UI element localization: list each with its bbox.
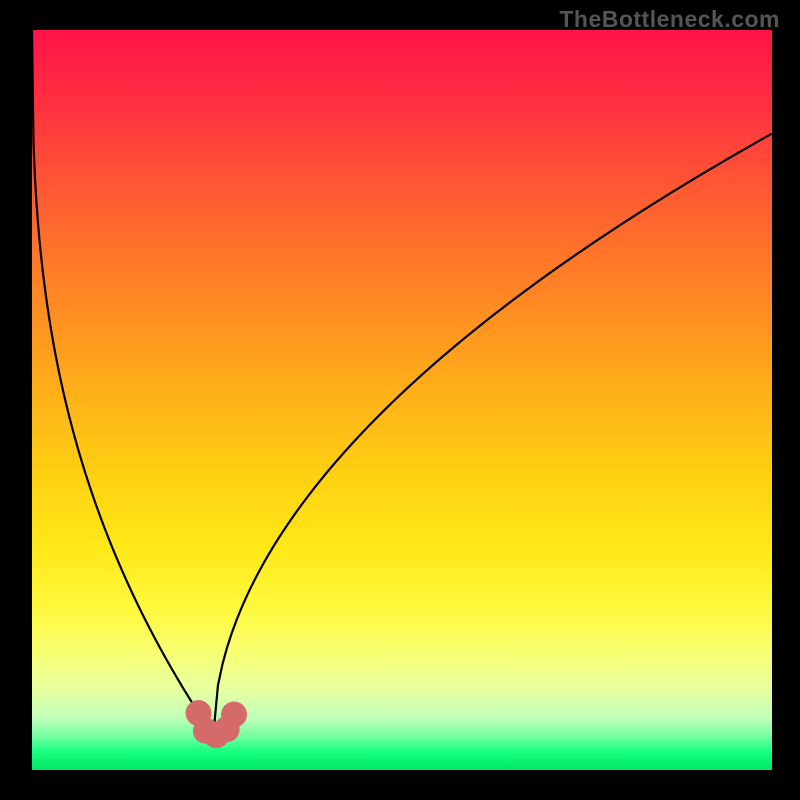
bottleneck-chart (0, 0, 800, 800)
watermark-text: TheBottleneck.com (559, 6, 780, 33)
plot-background (32, 30, 772, 770)
